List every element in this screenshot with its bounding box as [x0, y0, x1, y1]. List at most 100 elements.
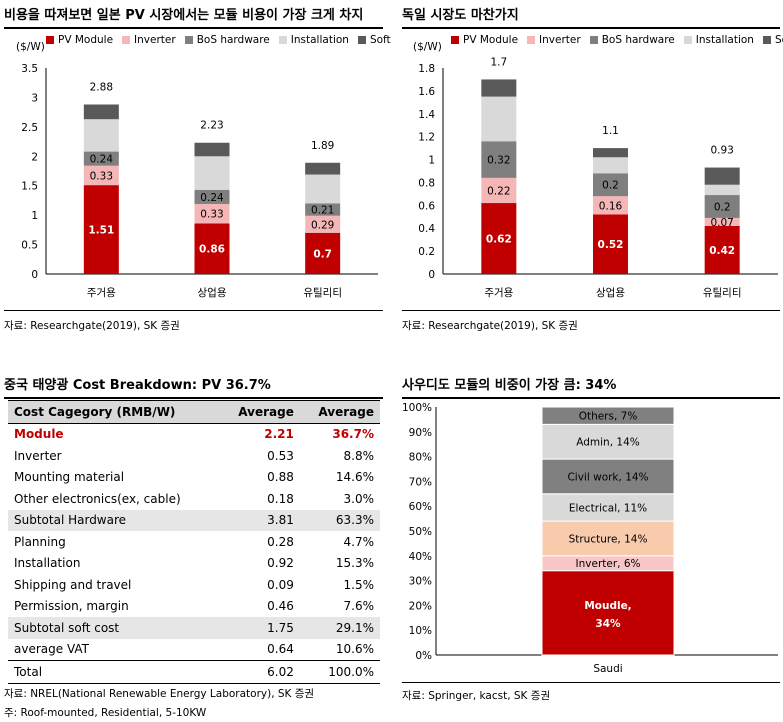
table-cell-value: 6.02: [219, 660, 300, 684]
saudi-y-tick-label: 10%: [409, 625, 432, 637]
germany-y-tick-label: 0.4: [418, 223, 435, 235]
table-cell-share: 15.3%: [335, 556, 374, 571]
japan-bar-soft: [83, 104, 119, 120]
germany-bar-soft: [481, 79, 517, 97]
germany-legend-item-pv-module: PV Module: [451, 34, 518, 46]
table-row: Inverter 0.53 8.8%: [8, 445, 380, 467]
japan-legend-item-bos-hardware: BoS hardware: [184, 34, 270, 46]
japan-bar-pv-module: [305, 232, 341, 274]
legend-label: PV Module: [58, 34, 114, 46]
legend-label: BoS hardware: [601, 34, 675, 46]
saudi-y-tick-label: 40%: [409, 551, 432, 563]
germany-cost-chart: ($/W) 0 0.2 0.4 0.6 0.8 1 1.2 1.4 1.6 1.8 0.62 0.22 0…: [413, 41, 778, 299]
germany-bar-inverter: [593, 196, 628, 215]
saudi-data-label-inverter: Inverter, 6%: [576, 558, 641, 570]
japan-x-tick-label: 상업용: [198, 286, 227, 299]
saudi-y-tick-label: 0%: [415, 650, 432, 662]
japan-legend-item-inverter: Inverter: [122, 34, 176, 46]
saudi-y-tick-label: 60%: [409, 501, 432, 513]
table-cell-category: Other electronics(ex, cable): [14, 491, 181, 506]
japan-chart-title: 비용을 따져보면 일본 PV 시장에서는 모듈 비용이 가장 크게 차지: [4, 8, 364, 23]
legend-label: Soft: [369, 34, 391, 46]
table-cell-share: 36.7%: [332, 427, 374, 442]
germany-x-tick-label: 주거용: [484, 287, 513, 299]
saudi-data-label-structure: Structure, 14%: [569, 533, 648, 545]
japan-bar-bos-hardware: [194, 189, 230, 204]
japan-total-label: 2.23: [200, 120, 223, 132]
legend-label: Inverter: [539, 34, 581, 46]
germany-total-label: 1.7: [490, 56, 507, 68]
table-cell-share: 14.6%: [335, 470, 374, 485]
germany-y-tick-label: 1.6: [418, 86, 435, 98]
germany-y-tick-label: 1.4: [418, 109, 435, 121]
japan-bar-pv-module: [83, 185, 119, 274]
table-cell-category: Total: [8, 660, 220, 684]
legend-label: Installation: [695, 34, 754, 46]
table-cell-share: 7.6%: [343, 599, 375, 614]
germany-y-tick-label: 1.8: [418, 63, 435, 75]
table-cell-share: 4.7%: [343, 534, 375, 549]
germany-data-label-bos-hardware: 0.32: [487, 155, 510, 167]
germany-bar-bos-hardware: [481, 141, 517, 178]
japan-x-tick-label: 유틸리티: [303, 286, 342, 299]
germany-legend-item-bos-hardware: BoS hardware: [589, 34, 675, 46]
saudi-bar-electrical: [541, 493, 675, 522]
table-cell-category: Planning: [14, 534, 66, 549]
table-cell-value: 0.53: [267, 448, 294, 463]
table-row: Subtotal Hardware 3.81 63.3%: [8, 509, 380, 531]
table-cell-value: 2.21: [264, 427, 294, 442]
saudi-y-tick-label: 20%: [409, 600, 432, 612]
table-cell-category: Inverter: [14, 448, 62, 463]
table-cell-value: 0.18: [267, 491, 294, 506]
table-cell-value: 0.64: [267, 642, 294, 657]
germany-y-tick-label: 0.6: [418, 200, 435, 212]
germany-bar-soft: [593, 148, 628, 158]
germany-bar-bos-hardware: [704, 195, 740, 218]
saudi-title-rule: [402, 397, 780, 399]
header-average-share: Average: [299, 400, 380, 424]
table-row: Planning 0.28 4.7%: [8, 531, 380, 553]
table-cell-share: 1.5%: [343, 577, 375, 592]
japan-y-tick-label: 3.5: [21, 63, 38, 75]
germany-bar-pv-module: [481, 203, 517, 274]
germany-legend-item-installation: Installation: [683, 34, 754, 46]
table-cell-value: 1.75: [219, 617, 300, 639]
header-average-value: Average: [219, 400, 300, 424]
table-cell-share: 100.0%: [299, 660, 380, 684]
japan-bar-bos-hardware: [83, 151, 119, 166]
germany-data-label-inverter: 0.16: [599, 200, 623, 212]
germany-chart-title: 독일 시장도 마찬가지: [402, 8, 519, 23]
germany-y-tick-label: 0.2: [418, 246, 435, 258]
table-cell-value: 0.92: [267, 556, 294, 571]
japan-y-tick-label: 0: [31, 269, 38, 281]
table-cell-category: Subtotal soft cost: [8, 617, 220, 639]
japan-legend-item-installation: Installation: [278, 34, 349, 46]
table-cell-share: 3.0%: [343, 491, 375, 506]
japan-bar-soft: [305, 162, 341, 175]
table-cell-category: Shipping and travel: [14, 577, 132, 592]
saudi-bar-civil-work: [541, 458, 675, 495]
germany-bar-installation: [704, 184, 740, 196]
japan-bar-installation: [83, 119, 119, 152]
germany-bar-installation: [481, 96, 517, 142]
japan-bar-pv-module: [194, 223, 230, 274]
saudi-x-tick-label: Saudi: [593, 663, 622, 675]
table-cell-category: Mounting material: [14, 470, 125, 485]
table-row: Subtotal soft cost 1.75 29.1%: [8, 617, 380, 639]
japan-bar-inverter: [83, 165, 119, 186]
germany-legend-item-inverter: Inverter: [527, 34, 581, 46]
japan-legend-item-pv-module: PV Module: [46, 34, 113, 46]
saudi-y-tick-label: 80%: [409, 452, 432, 464]
table-cell-category: average VAT: [14, 642, 89, 657]
germany-data-label-bos-hardware: 0.2: [714, 201, 731, 213]
legend-swatch: [527, 36, 536, 44]
japan-x-tick-label: 주거용: [87, 287, 116, 299]
saudi-data-label-others: Others, 7%: [579, 411, 638, 423]
china-table-title: 중국 태양광 Cost Breakdown: PV 36.7%: [4, 378, 271, 393]
table-cell-category: Installation: [14, 556, 81, 571]
japan-y-tick-label: 1.5: [21, 181, 38, 193]
germany-source-rule: [402, 310, 780, 311]
japan-bar-inverter: [194, 203, 230, 224]
saudi-y-tick-label: 70%: [409, 476, 432, 488]
table-cell-category: Subtotal Hardware: [8, 509, 220, 531]
